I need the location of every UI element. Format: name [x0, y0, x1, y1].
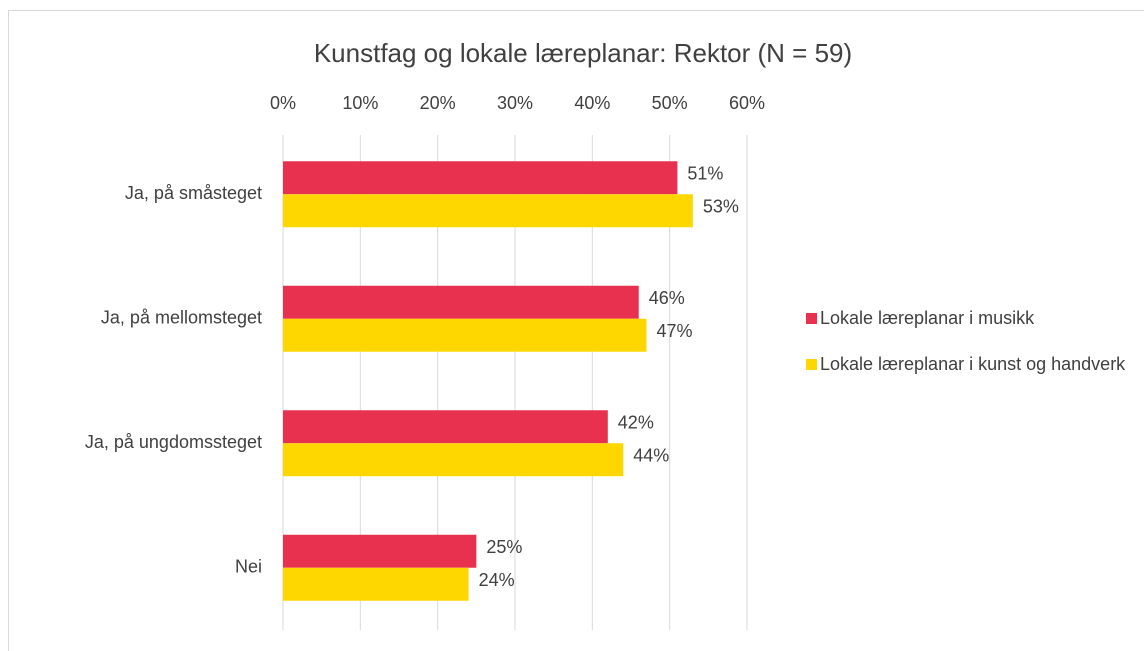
value-label: 24%	[479, 570, 515, 590]
y-tick-label: Ja, på mellomsteget	[101, 308, 262, 328]
value-label: 42%	[618, 413, 654, 433]
legend: Lokale læreplanar i musikk Lokale lærepla…	[806, 306, 1136, 398]
x-tick-label: 30%	[497, 93, 533, 113]
value-label: 47%	[656, 321, 692, 341]
y-tick-label: Nei	[235, 557, 262, 577]
x-tick-label: 40%	[574, 93, 610, 113]
chart-title: Kunstfag og lokale læreplanar: Rektor (N…	[314, 38, 852, 68]
value-label: 25%	[486, 537, 522, 557]
legend-swatch	[806, 313, 817, 324]
legend-label: Lokale læreplanar i musikk	[820, 308, 1035, 328]
x-tick-label: 20%	[420, 93, 456, 113]
bar	[283, 567, 469, 601]
bar	[283, 534, 477, 568]
bar	[283, 318, 647, 352]
value-label: 46%	[649, 288, 685, 308]
y-tick-label: Ja, på ungdomssteget	[85, 432, 262, 452]
legend-item: Lokale læreplanar i kunst og handverk	[806, 352, 1136, 376]
x-tick-label: 10%	[342, 93, 378, 113]
bar	[283, 285, 639, 319]
value-label: 44%	[633, 446, 669, 466]
x-tick-label: 50%	[652, 93, 688, 113]
legend-label: Lokale læreplanar i kunst og handverk	[820, 354, 1126, 374]
chart-frame	[8, 10, 1144, 651]
value-label: 51%	[687, 164, 723, 184]
x-tick-label: 0%	[270, 93, 296, 113]
bar	[283, 443, 624, 477]
bar	[283, 194, 693, 228]
bar	[283, 410, 608, 444]
legend-swatch	[806, 359, 817, 370]
legend-item: Lokale læreplanar i musikk	[806, 306, 1136, 330]
y-tick-label: Ja, på småsteget	[125, 183, 262, 203]
value-label: 53%	[703, 197, 739, 217]
x-tick-label: 60%	[729, 93, 765, 113]
bar	[283, 161, 678, 195]
